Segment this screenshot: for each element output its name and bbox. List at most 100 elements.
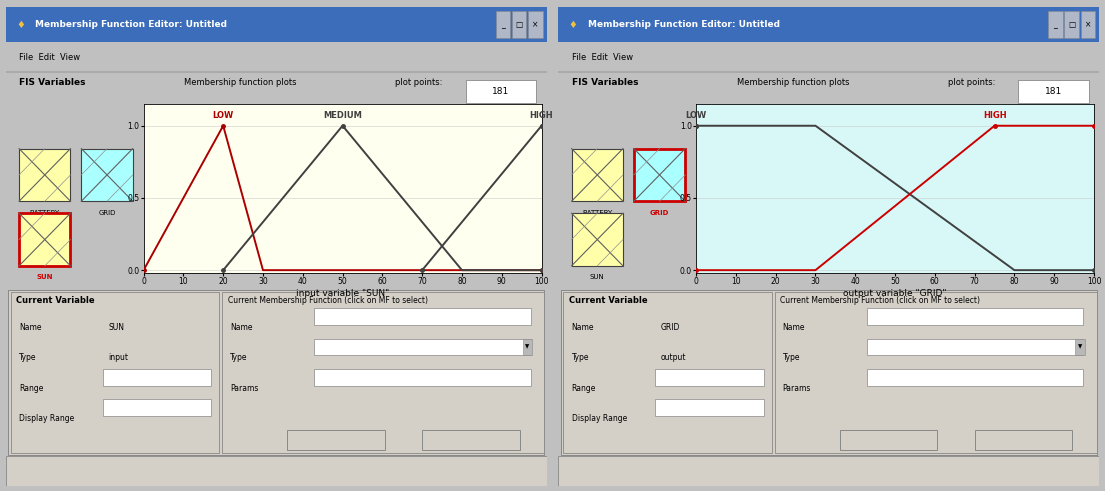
Text: [0 20 30]: [0 20 30] — [317, 373, 351, 382]
FancyBboxPatch shape — [975, 430, 1072, 450]
Text: LOW: LOW — [212, 111, 234, 120]
FancyBboxPatch shape — [466, 80, 536, 103]
FancyBboxPatch shape — [6, 71, 547, 73]
FancyBboxPatch shape — [558, 7, 1099, 42]
Text: Membership Function Editor: Untitled: Membership Function Editor: Untitled — [588, 20, 780, 29]
FancyBboxPatch shape — [1075, 339, 1085, 355]
FancyBboxPatch shape — [1048, 11, 1063, 38]
FancyBboxPatch shape — [495, 11, 511, 38]
Text: Current Variable: Current Variable — [569, 296, 648, 305]
Text: File  Edit  View: File Edit View — [571, 53, 633, 62]
Text: SUN: SUN — [590, 274, 604, 280]
Text: LOW: LOW — [317, 313, 334, 322]
Text: Current Variable: Current Variable — [17, 296, 95, 305]
FancyBboxPatch shape — [314, 308, 530, 325]
Text: Display Range: Display Range — [571, 414, 627, 423]
Text: Display Range: Display Range — [19, 414, 74, 423]
Text: Membership Function Editor: Untitled: Membership Function Editor: Untitled — [35, 20, 228, 29]
Text: File  Edit  View: File Edit View — [19, 53, 81, 62]
FancyBboxPatch shape — [19, 149, 71, 201]
Text: Params: Params — [230, 383, 259, 393]
Text: FIS Variables: FIS Variables — [571, 78, 638, 87]
FancyBboxPatch shape — [6, 7, 547, 42]
Text: plot points:: plot points: — [948, 78, 996, 87]
FancyBboxPatch shape — [422, 430, 520, 450]
FancyBboxPatch shape — [19, 213, 71, 266]
Text: [30 75 100 100]: [30 75 100 100] — [870, 373, 932, 382]
Text: input: input — [108, 354, 128, 362]
Text: Help: Help — [326, 435, 346, 444]
FancyBboxPatch shape — [840, 430, 937, 450]
Text: Name: Name — [571, 324, 594, 332]
FancyBboxPatch shape — [775, 292, 1097, 453]
FancyBboxPatch shape — [1081, 11, 1095, 38]
Text: Type: Type — [782, 354, 800, 362]
Text: Renaming MF 2 to 'HIGH': Renaming MF 2 to 'HIGH' — [566, 467, 671, 476]
FancyBboxPatch shape — [287, 430, 385, 450]
Text: FIS Variables: FIS Variables — [19, 78, 85, 87]
FancyBboxPatch shape — [558, 71, 1099, 73]
FancyBboxPatch shape — [866, 308, 1083, 325]
FancyBboxPatch shape — [11, 292, 220, 453]
FancyBboxPatch shape — [866, 339, 1083, 355]
Text: Params: Params — [782, 383, 811, 393]
Text: Membership function plots: Membership function plots — [737, 78, 850, 87]
FancyBboxPatch shape — [512, 11, 526, 38]
Text: HIGH: HIGH — [870, 313, 890, 322]
Text: ♦: ♦ — [569, 20, 578, 29]
Text: HIGH: HIGH — [529, 111, 554, 120]
Text: output: output — [661, 354, 686, 362]
Text: trapmf: trapmf — [870, 343, 895, 352]
Text: GRID: GRID — [98, 210, 116, 216]
Text: 181: 181 — [493, 86, 509, 96]
Text: Help: Help — [878, 435, 898, 444]
Text: [0 100]: [0 100] — [106, 373, 134, 382]
Text: □: □ — [515, 20, 523, 29]
Text: plot points:: plot points: — [396, 78, 443, 87]
FancyBboxPatch shape — [560, 290, 1097, 455]
FancyBboxPatch shape — [655, 369, 764, 385]
FancyBboxPatch shape — [528, 11, 543, 38]
Text: Name: Name — [19, 324, 42, 332]
FancyBboxPatch shape — [6, 457, 547, 486]
X-axis label: input variable "SUN": input variable "SUN" — [296, 289, 389, 298]
FancyBboxPatch shape — [571, 149, 623, 201]
FancyBboxPatch shape — [523, 339, 533, 355]
FancyBboxPatch shape — [103, 369, 211, 385]
Text: ♦: ♦ — [17, 20, 25, 29]
Text: Close: Close — [1012, 435, 1035, 444]
FancyBboxPatch shape — [8, 290, 545, 455]
Text: ×: × — [1085, 20, 1091, 29]
Text: Name: Name — [782, 324, 806, 332]
Text: trimf: trimf — [317, 343, 336, 352]
Text: Type: Type — [19, 354, 36, 362]
Text: Range: Range — [571, 383, 596, 393]
FancyBboxPatch shape — [314, 369, 530, 385]
Text: [0 100]: [0 100] — [659, 403, 686, 412]
FancyBboxPatch shape — [655, 399, 764, 416]
Text: Current Membership Function (click on MF to select): Current Membership Function (click on MF… — [780, 296, 980, 305]
FancyBboxPatch shape — [82, 149, 133, 201]
Text: [0 100]: [0 100] — [659, 373, 686, 382]
Text: ▼: ▼ — [1077, 345, 1082, 350]
Text: Close: Close — [460, 435, 483, 444]
FancyBboxPatch shape — [564, 292, 772, 453]
Text: HIGH: HIGH — [982, 111, 1007, 120]
Text: LOW: LOW — [685, 111, 707, 120]
FancyBboxPatch shape — [571, 213, 623, 266]
Text: SUN: SUN — [36, 274, 53, 280]
FancyBboxPatch shape — [558, 457, 1099, 486]
FancyBboxPatch shape — [222, 292, 545, 453]
Text: 181: 181 — [1045, 86, 1062, 96]
FancyBboxPatch shape — [1019, 80, 1088, 103]
Text: [0 100]: [0 100] — [106, 403, 134, 412]
Text: ×: × — [533, 20, 538, 29]
Text: Type: Type — [571, 354, 589, 362]
FancyBboxPatch shape — [103, 399, 211, 416]
Text: Range: Range — [19, 383, 43, 393]
Text: _: _ — [501, 20, 505, 29]
Text: GRID: GRID — [650, 210, 670, 216]
X-axis label: output variable "GRID": output variable "GRID" — [843, 289, 947, 298]
Text: GRID: GRID — [661, 324, 681, 332]
Text: BATTERY: BATTERY — [582, 210, 612, 216]
